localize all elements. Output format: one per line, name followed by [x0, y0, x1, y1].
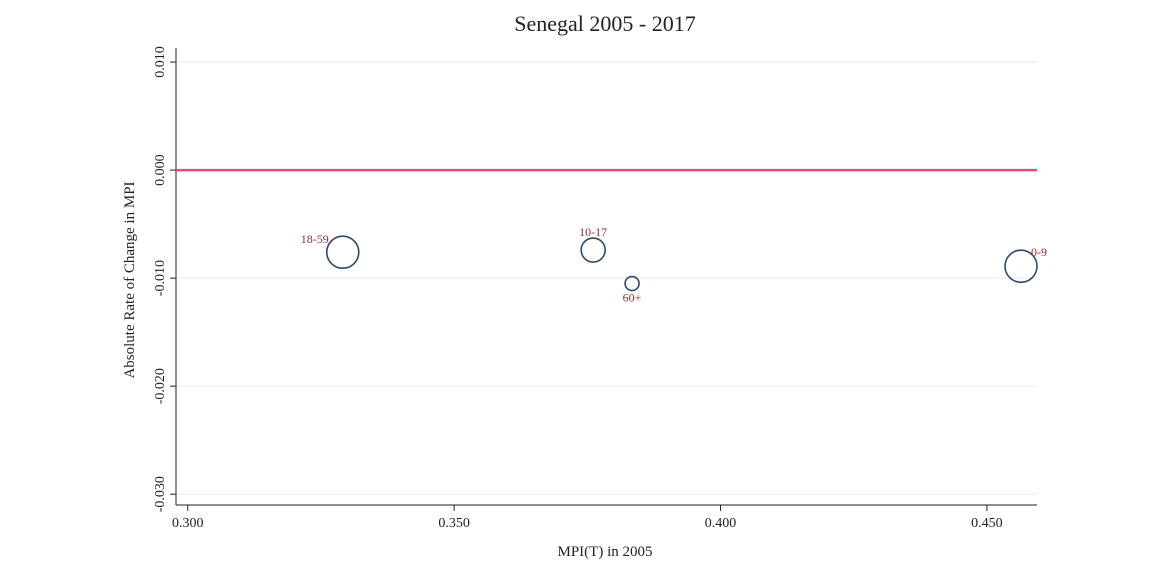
bubble	[624, 275, 640, 292]
x-axis-label: MPI(T) in 2005	[558, 544, 653, 560]
bubble	[580, 237, 606, 263]
y-tick-label: -0.020	[153, 368, 168, 404]
x-tick-label: 0.400	[705, 516, 737, 531]
x-tick-label: 0.350	[438, 516, 470, 531]
y-tick-label: 0.000	[153, 154, 168, 186]
y-tick-label: -0.010	[153, 260, 168, 296]
bubble	[325, 235, 360, 269]
point-label: 0-9	[1031, 245, 1047, 259]
chart-title: Senegal 2005 - 2017	[514, 11, 695, 36]
point-label: 10-17	[579, 225, 607, 239]
point-label: 60+	[623, 291, 642, 305]
bubble	[1004, 249, 1038, 284]
y-tick-label: 0.010	[153, 46, 168, 78]
x-tick-label: 0.450	[971, 516, 1003, 531]
point-label: 18-59	[301, 232, 329, 246]
y-axis-label: Absolute Rate of Change in MPI	[122, 181, 138, 378]
x-tick-label: 0.300	[172, 516, 204, 531]
y-tick-label: -0.030	[153, 476, 168, 512]
